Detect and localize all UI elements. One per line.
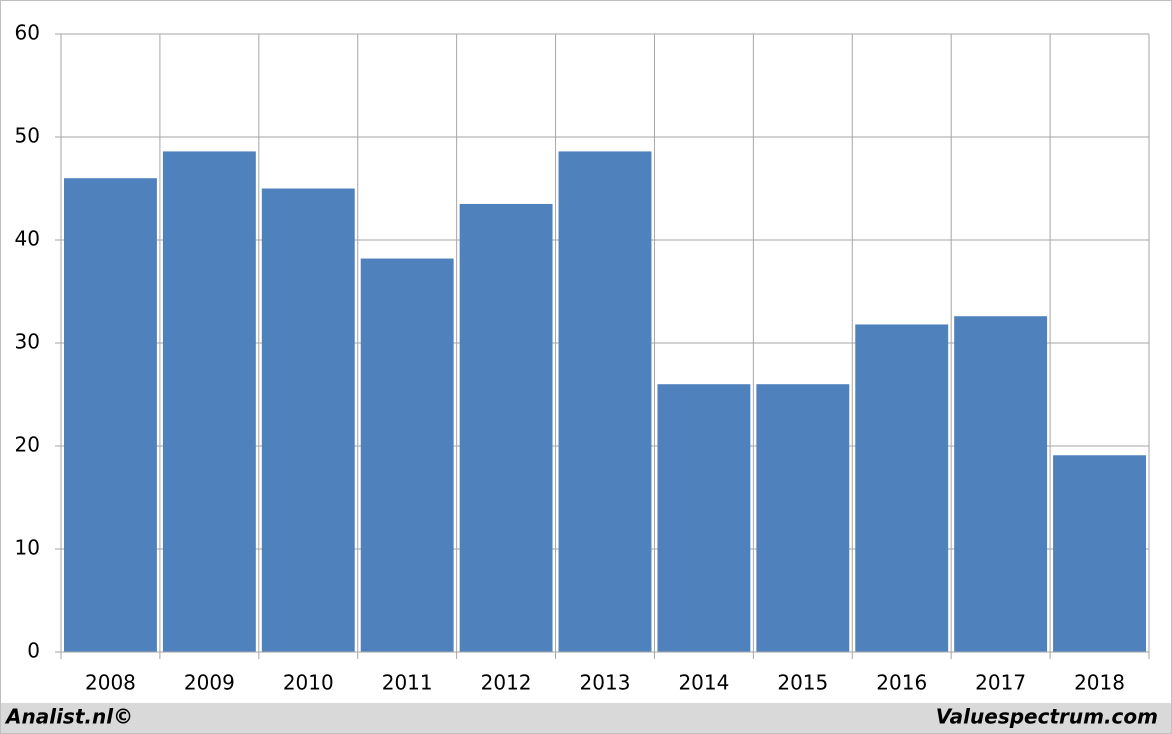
x-tick-label: 2013 [580, 671, 631, 695]
bar [261, 188, 355, 652]
x-tick-label: 2012 [481, 671, 532, 695]
y-tick-label: 0 [27, 639, 40, 663]
x-tick-label: 2017 [975, 671, 1026, 695]
x-tick-label: 2010 [283, 671, 334, 695]
y-tick-label: 50 [15, 124, 40, 148]
bar [64, 178, 157, 652]
footer-left: Analist.nl© [4, 705, 133, 729]
bar [657, 384, 751, 652]
y-tick-label: 40 [15, 227, 40, 251]
bar [459, 203, 553, 652]
y-tick-label: 60 [15, 21, 40, 45]
bar [558, 151, 652, 653]
footer-right: Valuespectrum.com [936, 705, 1158, 729]
x-tick-label: 2008 [85, 671, 136, 695]
x-tick-label: 2018 [1074, 671, 1125, 695]
bar [855, 324, 949, 652]
x-tick-label: 2016 [876, 671, 927, 695]
y-tick-label: 30 [15, 330, 40, 354]
bar [756, 384, 850, 652]
x-tick-label: 2015 [777, 671, 828, 695]
x-tick-label: 2014 [678, 671, 729, 695]
y-tick-label: 20 [15, 433, 40, 457]
bar [1053, 455, 1146, 652]
x-tick-label: 2009 [184, 671, 235, 695]
bar [162, 151, 256, 653]
bar [360, 258, 454, 652]
y-tick-label: 10 [15, 536, 40, 560]
x-tick-label: 2011 [382, 671, 433, 695]
footer-band [1, 703, 1171, 733]
bar [954, 316, 1048, 652]
